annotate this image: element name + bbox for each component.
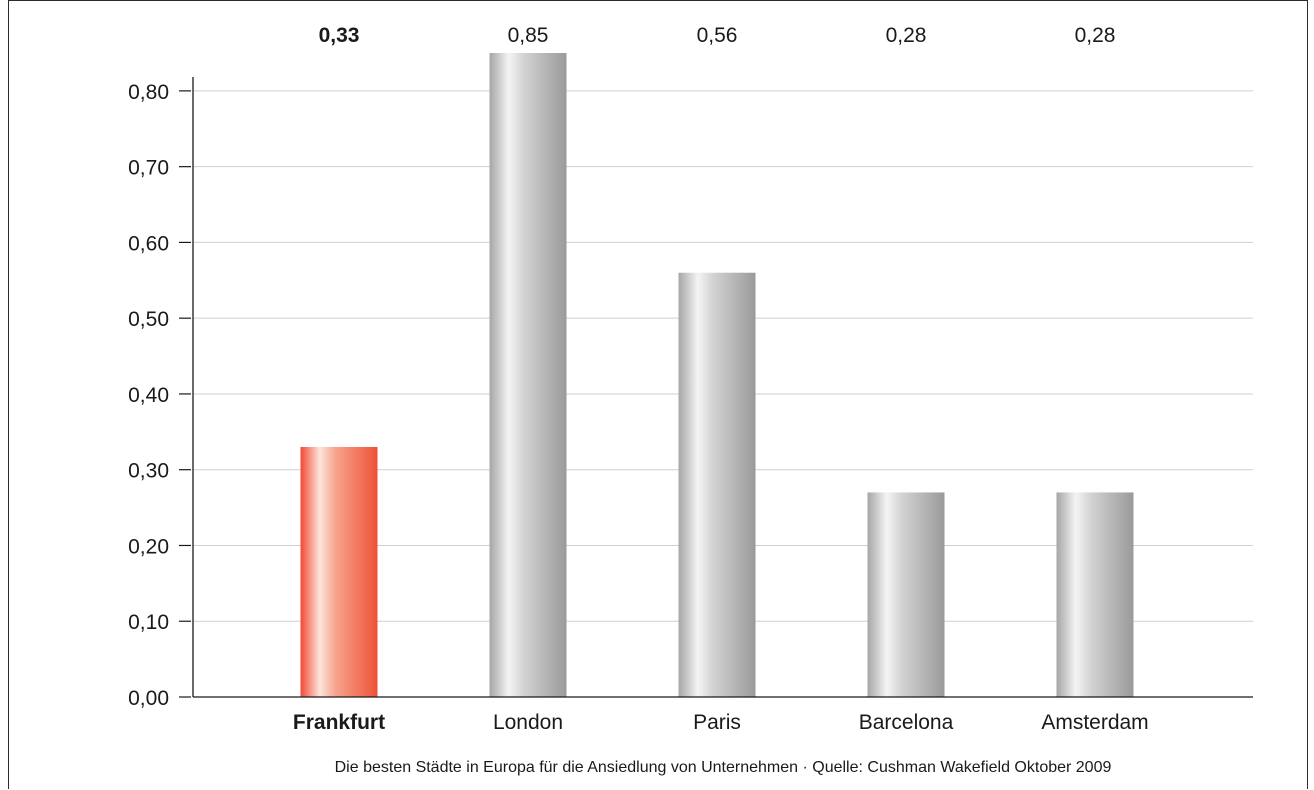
- y-tick-label: 0,30: [128, 460, 169, 483]
- category-label: Frankfurt: [293, 711, 385, 734]
- label-layer: 0,00 0,10 0,20 0,30 0,40 0,50 0,60 0,70 0,80 Fran…: [128, 24, 1149, 734]
- y-tick-label: 0,50: [128, 308, 169, 331]
- y-tick-label: 0,00: [128, 687, 169, 710]
- value-label: 0,85: [508, 24, 549, 47]
- y-tick-label: 0,20: [128, 535, 169, 558]
- category-label: London: [493, 711, 563, 734]
- bar-amsterdam: [1056, 492, 1134, 697]
- y-tick-label: 0,80: [128, 81, 169, 104]
- source-note: Die besten Städte in Europa für die Ansi…: [335, 759, 1112, 776]
- value-label: 0,28: [886, 24, 927, 47]
- y-tick-label: 0,10: [128, 611, 169, 634]
- value-label: 0,33: [319, 24, 360, 47]
- category-label: Paris: [693, 711, 741, 734]
- category-label: Amsterdam: [1041, 711, 1148, 734]
- bar-chart: 0,00 0,10 0,20 0,30 0,40 0,50 0,60 0,70 0,80 Fran…: [128, 24, 1253, 776]
- bar-layer: [300, 53, 1134, 697]
- y-tick-label: 0,60: [128, 232, 169, 255]
- chart-frame: 0,00 0,10 0,20 0,30 0,40 0,50 0,60 0,70 0,80 Fran…: [8, 0, 1308, 789]
- y-tick-label: 0,40: [128, 384, 169, 407]
- bar-london: [489, 53, 567, 697]
- bar-frankfurt: [300, 446, 378, 697]
- value-label: 0,56: [697, 24, 738, 47]
- y-tick-label: 0,70: [128, 157, 169, 180]
- category-label: Barcelona: [859, 711, 954, 734]
- bar-paris: [678, 272, 756, 697]
- value-label: 0,28: [1075, 24, 1116, 47]
- axis-layer: [179, 77, 1253, 698]
- bar-barcelona: [867, 492, 945, 697]
